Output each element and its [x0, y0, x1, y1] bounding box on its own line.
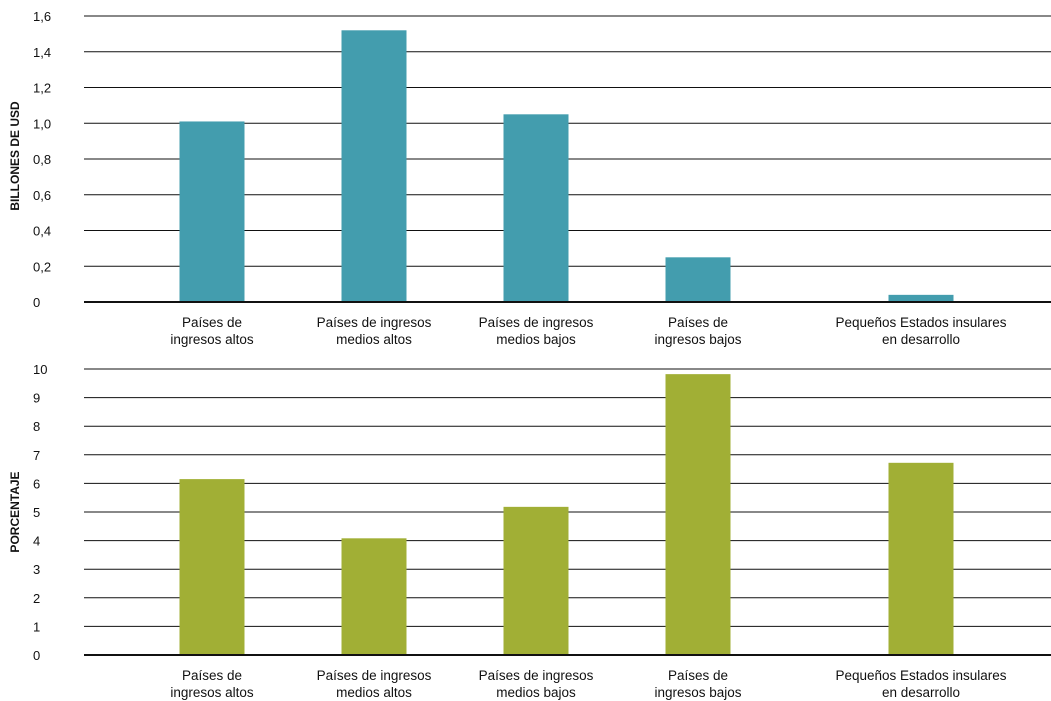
category-label: Países de ingresos bajos — [654, 315, 741, 347]
y-tick-label: 10 — [33, 362, 47, 377]
y-tick-label: 1,2 — [33, 81, 51, 96]
y-axis-label: PORCENTAJE — [8, 471, 22, 552]
category-label: Pequeños Estados insulares en desarrollo — [835, 315, 1006, 347]
y-tick-label: 0,8 — [33, 152, 51, 167]
y-axis-label: BILLONES DE USD — [8, 101, 22, 211]
bar-4 — [665, 374, 731, 655]
y-tick-label: 1,4 — [33, 45, 51, 60]
y-tick-label: 5 — [33, 505, 40, 520]
bar-1 — [179, 479, 245, 655]
y-tick-label: 8 — [33, 419, 40, 434]
y-tick-label: 0,2 — [33, 259, 51, 274]
category-label: Países de ingresos medios altos — [317, 668, 432, 700]
category-label: Países de ingresos altos — [170, 315, 254, 347]
y-tick-label: 9 — [33, 391, 40, 406]
bar-1 — [179, 121, 245, 303]
bar-3 — [503, 114, 569, 302]
y-tick-label: 7 — [33, 448, 40, 463]
y-tick-label: 3 — [33, 562, 40, 577]
bar-2 — [341, 30, 407, 303]
y-tick-label: 4 — [33, 534, 40, 549]
y-tick-label: 1,0 — [33, 116, 51, 131]
y-tick-label: 0 — [33, 295, 40, 310]
category-label: Pequeños Estados insulares en desarrollo — [835, 668, 1006, 700]
y-tick-label: 6 — [33, 476, 40, 491]
bar-5 — [888, 462, 954, 655]
category-label: Países de ingresos medios altos — [317, 315, 432, 347]
y-tick-label: 2 — [33, 591, 40, 606]
bar-2 — [341, 538, 407, 655]
bar-5 — [888, 294, 954, 302]
category-label: Países de ingresos medios bajos — [479, 668, 594, 700]
y-tick-label: 0,6 — [33, 188, 51, 203]
bar-4 — [665, 257, 731, 302]
y-tick-label: 0,4 — [33, 224, 51, 239]
category-label: Países de ingresos medios bajos — [479, 315, 594, 347]
y-tick-label: 1 — [33, 619, 40, 634]
category-label: Países de ingresos bajos — [654, 668, 741, 700]
category-label: Países de ingresos altos — [170, 668, 254, 700]
chart-panel-1: 0 0,2 0,4 0,6 0,8 1,0 1,2 1,4 1,6 Países de ingres… — [8, 9, 1051, 347]
y-tick-label: 0 — [33, 648, 40, 663]
y-tick-label: 1,6 — [33, 9, 51, 24]
bar-3 — [503, 506, 569, 655]
chart-panel-2: 0 1 2 3 4 5 6 7 8 9 10 Países de ingresos altos Paíse… — [8, 362, 1051, 700]
